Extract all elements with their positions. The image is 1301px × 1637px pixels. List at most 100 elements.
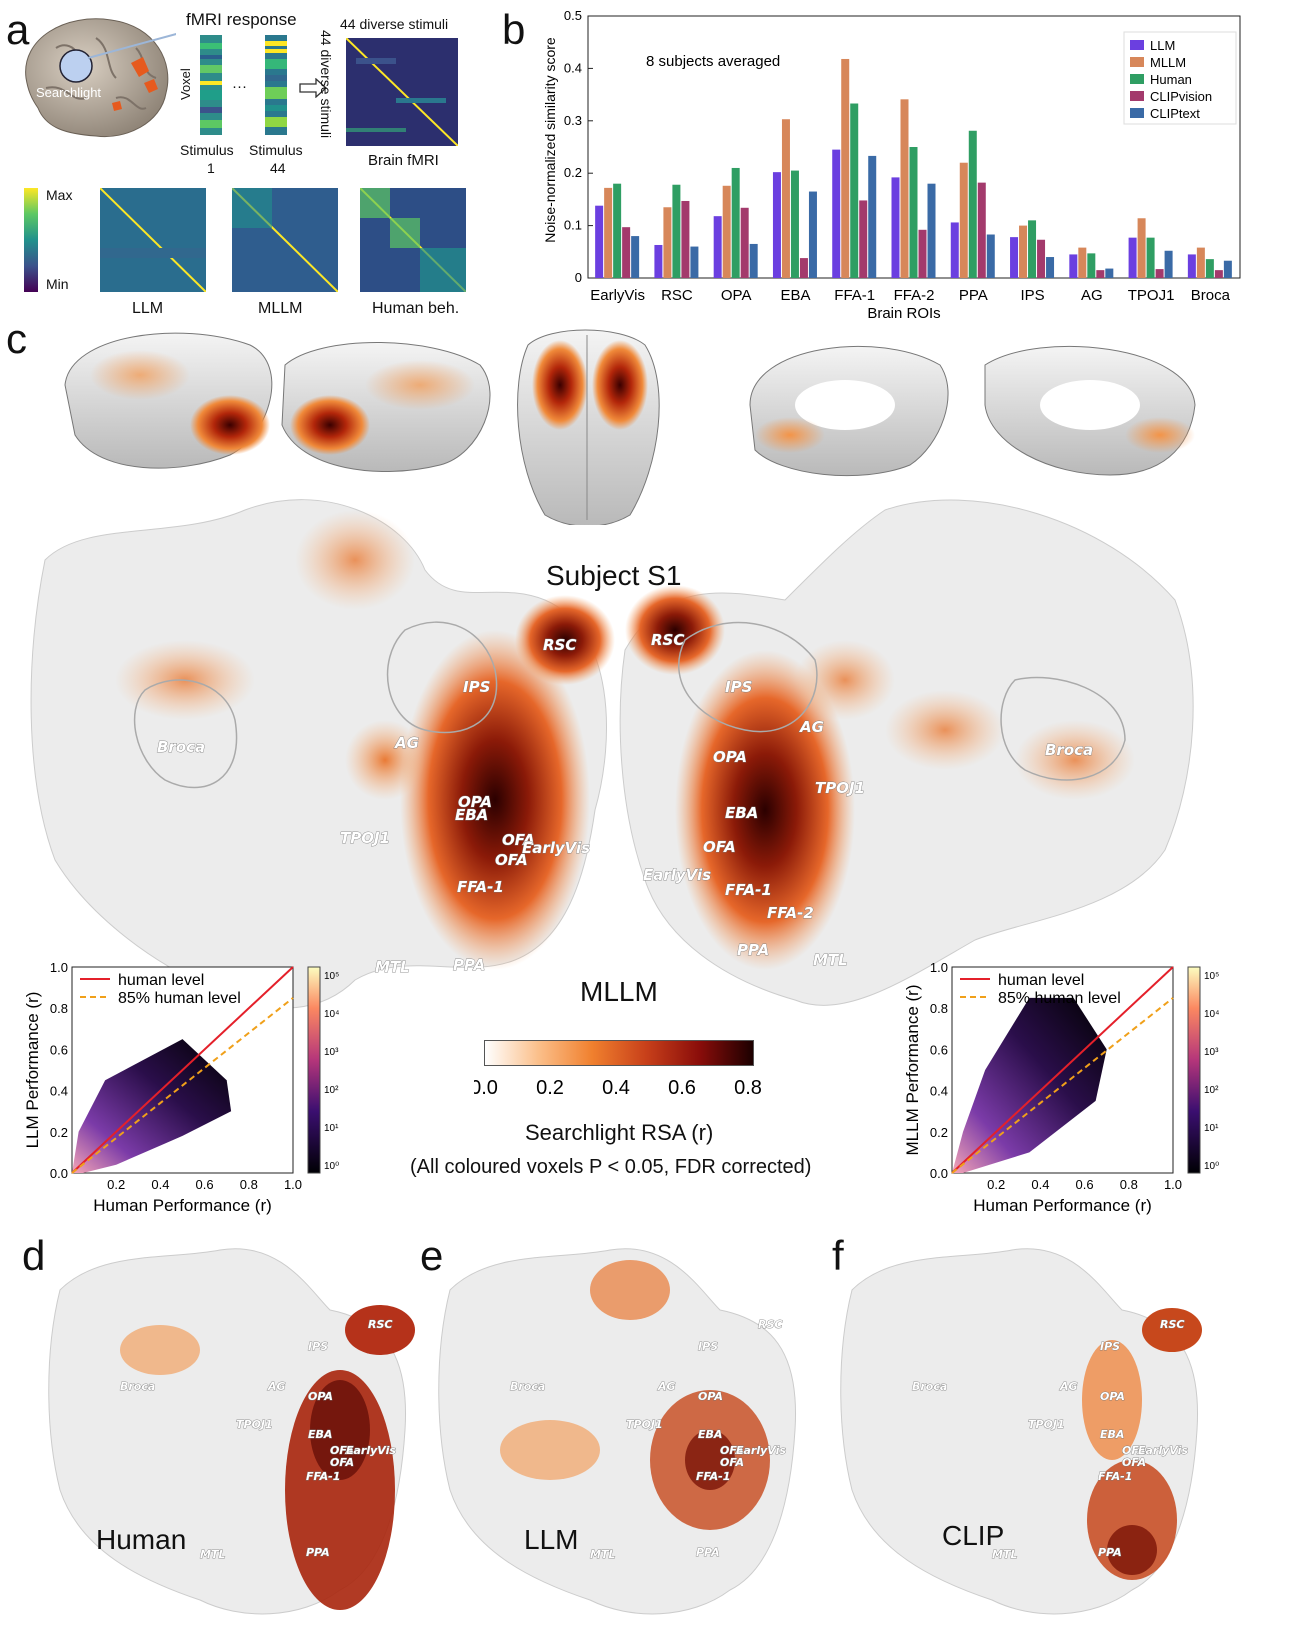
roi-label: FFA-1 [725,881,772,899]
bar-MLLM-RSC [663,207,672,278]
bar-MLLM-FFA-2 [900,99,909,278]
density-colorbar [307,966,321,1174]
colorbar-tick: 10⁵ [1204,971,1219,982]
roi-label: IPS [308,1340,328,1353]
bar-CLIPtext-EarlyVis [631,236,640,278]
roi-label: FFA-1 [306,1470,340,1483]
bar-ytick-label: 0.1 [564,218,582,233]
legend-label: MLLM [1150,55,1186,70]
scatter-xtick: 0.6 [1076,1177,1094,1192]
bar-LLM-PPA [950,222,959,278]
roi-label: FFA-1 [696,1470,730,1483]
bar-CLIPtext-RSC [690,246,699,278]
bar-ytick-label: 0.3 [564,113,582,128]
llm-matrix [100,188,206,292]
bar-MLLM-EarlyVis [604,187,613,278]
bar-chart-title: 8 subjects averaged [646,53,780,70]
brain-fmri-matrix [346,38,458,146]
human-level-line [951,966,1174,1174]
roi-label: OFA [495,851,528,869]
bar-LLM-FFA-2 [891,177,900,278]
roi-label: EBA [725,804,758,822]
model-label: MLLM [580,976,658,1007]
bar-MLLM-AG [1078,247,1087,278]
roi-label: OFA [502,831,535,849]
roi-label: EarlyVis [522,839,590,857]
colorbar-max: Max [46,187,73,203]
roi-label: OFA [1122,1444,1146,1457]
scatter-ytick: 0.4 [930,1084,948,1099]
roi-label: EBA [1100,1428,1124,1441]
rsa-colorbar [484,1040,754,1066]
legend-human-label: human level [998,972,1084,989]
voxel-label: Voxel [178,68,193,100]
ellipsis: ··· [232,78,247,95]
bar-CLIPtext-PPA [986,234,995,278]
stim44-line1: Stimulus [249,142,303,158]
roi-label: IPS [725,678,752,696]
roi-label: RSC [543,636,576,654]
inflated-brain-views [64,329,1196,525]
roi-label: OPA [308,1390,333,1403]
roi-label: OFA [330,1456,354,1469]
bar-CLIPvision-TPOJ1 [1155,269,1164,278]
scatter-xlabel: Human Performance (r) [93,1196,272,1215]
bar-CLIPtext-FFA-1 [868,155,877,278]
colorbar-tick: 10² [1204,1085,1219,1096]
bar-CLIPvision-IPS [1037,239,1046,278]
matrix-label-llm: LLM [132,300,164,317]
roi-label: MTL [992,1548,1017,1561]
scatter-ytick: 0.6 [930,1042,948,1057]
mllm-vs-human-scatter: 0.2 0.4 0.6 0.8 1.0 0.0 0.2 0.4 0.6 0.8 1.0 Human P… [903,960,1219,1215]
scatter-ylabel: LLM Performance (r) [23,992,42,1149]
diverse-stimuli-top: 44 diverse stimuli [340,16,449,32]
roi-label: TPOJ1 [236,1418,273,1431]
brain-fmri-label: Brain fMRI [368,152,439,169]
roi-label: OFA [703,838,736,856]
voxel-vector-44 [265,35,287,135]
roi-label: IPS [698,1340,718,1353]
roi-label: AG [799,718,824,736]
bar-CLIPtext-TPOJ1 [1164,250,1173,278]
bar-LLM-AG [1069,254,1078,278]
scatter-xtick: 0.2 [107,1177,125,1192]
bar-CLIPvision-EarlyVis [622,227,631,278]
roi-label: FFA-1 [1098,1470,1132,1483]
roi-label: EarlyVis [736,1444,786,1457]
bar-LLM-IPS [1010,237,1019,278]
scatter-ytick: 1.0 [930,960,948,975]
roi-label: RSC [368,1318,392,1331]
bar-xtick-label: EBA [780,287,810,304]
bar-xtick-label: EarlyVis [590,287,645,304]
bar-CLIPvision-FFA-2 [918,229,927,278]
panel-letter-f: f [832,1232,844,1279]
85-human-level-line [71,997,294,1174]
rsa-tick: 0.0 [474,1077,498,1099]
roi-label: AG [267,1380,286,1393]
roi-label: OPA [458,793,492,811]
colorbar-tick: 10³ [1204,1047,1219,1058]
legend-swatch [1130,108,1144,118]
fdr-note: (All coloured voxels P < 0.05, FDR corre… [410,1156,812,1178]
bar-MLLM-OPA [722,185,731,278]
bar-Human-AG [1087,253,1096,278]
scatter-xtick: 1.0 [284,1177,302,1192]
roi-label: EBA [698,1428,722,1441]
roi-label: EBA [308,1428,332,1441]
roi-label: Broca [120,1380,155,1393]
matrix-label-human: Human beh. [372,300,460,317]
bar-CLIPtext-AG [1105,268,1114,278]
rsa-tick: 0.6 [668,1077,696,1099]
bar-CLIPtext-EBA [808,191,817,278]
arrow-right-icon [299,78,327,98]
roi-label: IPS [463,678,490,696]
scatter-xtick: 0.4 [1031,1177,1049,1192]
bar-LLM-OPA [713,216,722,278]
bar-LLM-FFA-1 [832,149,841,278]
rsa-colorbar-ticks: 0.0 0.2 0.4 0.6 0.8 [474,1077,762,1099]
rsa-tick: 0.2 [536,1077,564,1099]
bar-CLIPvision-Broca [1214,270,1223,278]
roi-label: PPA [737,941,769,959]
scatter-xtick: 0.6 [196,1177,214,1192]
